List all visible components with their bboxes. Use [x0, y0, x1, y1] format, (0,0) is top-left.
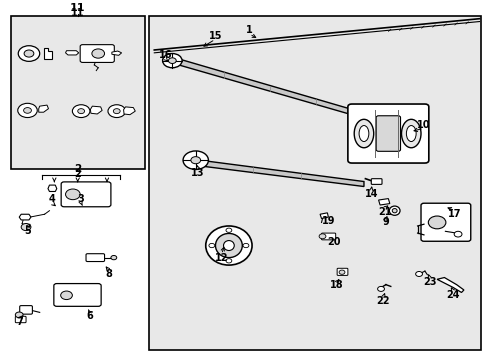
Circle shape: [61, 291, 72, 300]
Polygon shape: [436, 278, 463, 292]
Ellipse shape: [391, 208, 396, 213]
Circle shape: [162, 54, 182, 68]
Circle shape: [243, 243, 248, 248]
Text: 15: 15: [208, 31, 222, 41]
FancyBboxPatch shape: [370, 179, 381, 184]
Text: 19: 19: [322, 216, 335, 226]
Polygon shape: [48, 185, 57, 192]
Circle shape: [225, 228, 231, 232]
FancyBboxPatch shape: [336, 268, 347, 275]
Text: 12: 12: [214, 253, 228, 263]
Text: 23: 23: [422, 277, 436, 287]
FancyBboxPatch shape: [15, 316, 26, 323]
Polygon shape: [178, 59, 361, 117]
Polygon shape: [43, 48, 52, 59]
Ellipse shape: [406, 126, 415, 141]
Ellipse shape: [223, 240, 234, 251]
Text: 9: 9: [382, 217, 388, 228]
Polygon shape: [112, 51, 122, 55]
Circle shape: [183, 151, 208, 170]
Text: 1: 1: [245, 26, 252, 35]
Polygon shape: [90, 106, 102, 114]
Text: 3: 3: [78, 194, 84, 204]
Circle shape: [65, 189, 80, 200]
Text: 17: 17: [447, 209, 461, 219]
Text: 24: 24: [446, 289, 459, 300]
Polygon shape: [123, 107, 135, 115]
Text: 20: 20: [326, 237, 340, 247]
Circle shape: [92, 49, 104, 58]
Bar: [11, 16, 144, 169]
Polygon shape: [378, 199, 389, 205]
Text: 2: 2: [74, 169, 81, 179]
Text: 18: 18: [330, 280, 343, 291]
FancyBboxPatch shape: [61, 182, 111, 207]
Bar: [149, 16, 480, 350]
Text: 10: 10: [416, 120, 430, 130]
FancyBboxPatch shape: [86, 254, 104, 261]
Circle shape: [24, 50, 34, 57]
FancyBboxPatch shape: [347, 104, 428, 163]
Circle shape: [168, 58, 176, 63]
Text: 7: 7: [17, 317, 23, 327]
Circle shape: [319, 234, 325, 239]
Circle shape: [108, 105, 125, 117]
Text: 16: 16: [159, 50, 172, 60]
Circle shape: [113, 109, 120, 114]
Circle shape: [78, 109, 84, 114]
Circle shape: [21, 224, 31, 231]
Circle shape: [427, 216, 445, 229]
Circle shape: [15, 312, 23, 318]
Circle shape: [72, 105, 90, 117]
Circle shape: [377, 287, 384, 291]
Text: 2: 2: [74, 165, 81, 175]
Circle shape: [415, 271, 422, 276]
Text: 8: 8: [105, 269, 112, 279]
Text: 11: 11: [70, 3, 85, 13]
Text: 6: 6: [86, 311, 93, 321]
FancyBboxPatch shape: [420, 203, 470, 241]
Circle shape: [18, 46, 40, 61]
Circle shape: [111, 256, 117, 260]
FancyBboxPatch shape: [20, 306, 32, 314]
Text: 11: 11: [71, 8, 84, 18]
Text: 5: 5: [24, 226, 31, 235]
Text: 21: 21: [377, 207, 391, 217]
FancyBboxPatch shape: [54, 284, 101, 306]
Circle shape: [453, 231, 461, 237]
Circle shape: [225, 259, 231, 263]
Polygon shape: [320, 213, 328, 219]
Ellipse shape: [388, 206, 399, 215]
Circle shape: [338, 270, 344, 274]
Polygon shape: [39, 105, 48, 112]
Circle shape: [208, 243, 214, 248]
Text: 22: 22: [376, 296, 389, 306]
Text: 14: 14: [364, 189, 377, 199]
Polygon shape: [205, 161, 363, 186]
Ellipse shape: [401, 119, 420, 148]
Ellipse shape: [215, 233, 242, 258]
FancyBboxPatch shape: [375, 116, 400, 151]
Ellipse shape: [353, 119, 373, 148]
Text: 13: 13: [191, 168, 204, 177]
FancyBboxPatch shape: [321, 233, 335, 240]
Circle shape: [18, 103, 37, 117]
Polygon shape: [19, 214, 31, 220]
Circle shape: [23, 108, 31, 113]
Ellipse shape: [205, 226, 251, 265]
Polygon shape: [65, 51, 79, 55]
Ellipse shape: [358, 126, 368, 141]
Circle shape: [190, 157, 200, 164]
Text: 4: 4: [48, 194, 55, 204]
FancyBboxPatch shape: [80, 45, 114, 62]
